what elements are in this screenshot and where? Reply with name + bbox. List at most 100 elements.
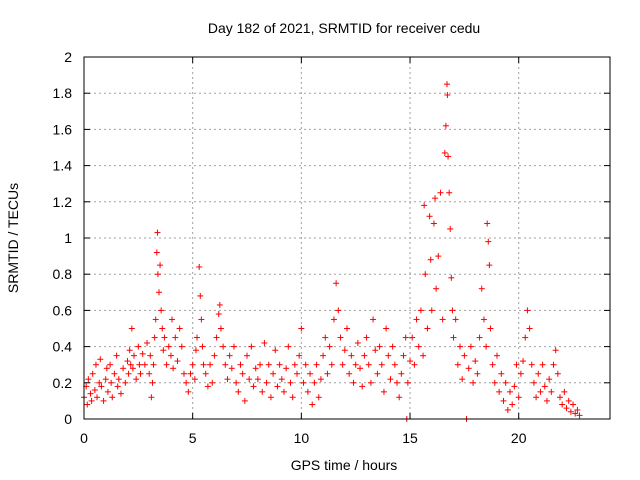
y-tick-label: 2: [64, 49, 72, 65]
data-point: [107, 361, 114, 368]
data-point: [191, 376, 198, 383]
data-point: [291, 361, 298, 368]
data-point: [89, 370, 96, 377]
data-point: [120, 365, 127, 372]
y-tick-label: 0.4: [53, 339, 73, 355]
data-point: [199, 343, 206, 350]
data-point: [465, 365, 472, 372]
data-point: [154, 229, 161, 236]
data-point: [574, 406, 581, 413]
data-point: [330, 316, 337, 323]
data-point: [346, 370, 353, 377]
data-point: [108, 379, 115, 386]
chart-title: Day 182 of 2021, SRMTID for receiver ced…: [208, 20, 480, 36]
data-point: [496, 388, 503, 395]
data-point: [374, 370, 381, 377]
data-point: [333, 280, 340, 287]
data-point: [189, 361, 196, 368]
data-point: [170, 365, 177, 372]
data-point: [443, 81, 450, 88]
data-point: [117, 390, 124, 397]
data-point: [98, 383, 105, 390]
data-point: [196, 263, 203, 270]
data-point: [147, 352, 154, 359]
data-point: [504, 406, 511, 413]
data-point: [409, 334, 416, 341]
data-point: [283, 365, 290, 372]
data-point: [160, 347, 167, 354]
data-point: [94, 394, 101, 401]
data-point: [183, 379, 190, 386]
data-point: [217, 325, 224, 332]
data-point: [111, 370, 118, 377]
data-point: [530, 379, 537, 386]
data-point: [180, 370, 187, 377]
data-point: [302, 361, 309, 368]
data-point: [502, 379, 509, 386]
data-point: [309, 401, 316, 408]
data-point: [393, 379, 400, 386]
data-point: [204, 383, 211, 390]
data-point: [192, 347, 199, 354]
data-point: [509, 401, 516, 408]
data-point: [324, 370, 331, 377]
data-point: [155, 289, 162, 296]
data-point: [563, 405, 570, 412]
data-point: [524, 307, 531, 314]
data-point: [391, 361, 398, 368]
data-point: [546, 376, 553, 383]
data-point: [152, 316, 159, 323]
data-point: [576, 412, 583, 419]
data-point: [207, 361, 214, 368]
data-point: [129, 365, 136, 372]
data-point: [452, 316, 459, 323]
data-point: [226, 352, 233, 359]
data-point: [153, 249, 160, 256]
data-point: [446, 189, 453, 196]
data-point: [350, 379, 357, 386]
data-point: [280, 388, 287, 395]
x-tick-label: 10: [294, 430, 310, 446]
data-point: [149, 379, 156, 386]
data-point: [252, 365, 259, 372]
data-point: [435, 253, 442, 260]
data-point: [498, 370, 505, 377]
data-point: [163, 361, 170, 368]
data-point: [426, 213, 433, 220]
data-point: [444, 92, 451, 99]
y-axis-title: SRMTID / TECUs: [5, 183, 21, 293]
data-point: [461, 352, 468, 359]
data-point: [439, 316, 446, 323]
data-point: [422, 271, 429, 278]
data-point: [459, 376, 466, 383]
data-point: [197, 292, 204, 299]
data-point: [278, 376, 285, 383]
data-point: [533, 394, 540, 401]
data-point: [389, 343, 396, 350]
data-point: [294, 370, 301, 377]
data-point: [263, 379, 270, 386]
data-point: [572, 410, 579, 417]
data-point: [437, 189, 444, 196]
y-tick-label: 1: [64, 230, 72, 246]
data-point: [215, 311, 222, 318]
x-tick-label: 5: [189, 430, 197, 446]
data-point: [328, 361, 335, 368]
data-point: [559, 401, 566, 408]
y-tick-label: 1.8: [53, 85, 73, 101]
data-point: [289, 394, 296, 401]
data-point: [317, 376, 324, 383]
data-point: [335, 307, 342, 314]
data-point: [148, 394, 155, 401]
data-point: [402, 334, 409, 341]
data-point: [489, 361, 496, 368]
data-point: [552, 347, 559, 354]
data-point: [222, 361, 229, 368]
data-point: [357, 365, 364, 372]
data-point: [378, 361, 385, 368]
data-point: [298, 325, 305, 332]
data-point: [259, 388, 266, 395]
data-point: [220, 343, 227, 350]
grid-lines: [84, 57, 610, 419]
data-point: [467, 343, 474, 350]
